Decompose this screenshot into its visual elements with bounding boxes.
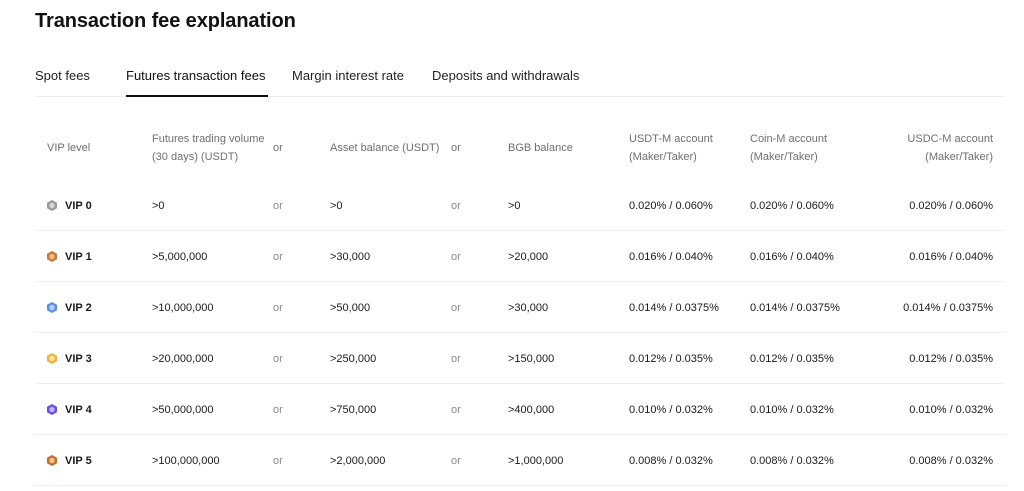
coin-m-fee-cell: 0.016% / 0.040%	[750, 250, 834, 263]
vip-level-cell: VIP 1	[47, 231, 92, 282]
coin-m-fee-cell: 0.012% / 0.035%	[750, 352, 834, 365]
vip-level-cell: VIP 0	[47, 180, 92, 231]
futures-volume-cell: >50,000,000	[152, 403, 214, 416]
or-cell: or	[273, 403, 283, 416]
futures-volume-cell: >5,000,000	[152, 250, 208, 263]
vip-level-cell: VIP 5	[47, 435, 92, 486]
asset-balance-cell: >50,000	[330, 301, 371, 314]
table-row: VIP 5 >100,000,000 or >2,000,000 or >1,0…	[35, 435, 1005, 486]
bgb-balance-cell: >30,000	[508, 301, 549, 314]
or-cell: or	[273, 352, 283, 365]
vip-1-badge-icon	[47, 251, 57, 262]
or-cell: or	[273, 301, 283, 314]
usdt-m-fee-cell: 0.014% / 0.0375%	[629, 301, 719, 314]
or-cell: or	[451, 403, 461, 416]
asset-balance-cell: >30,000	[330, 250, 371, 263]
bgb-balance-cell: >400,000	[508, 403, 555, 416]
usdt-m-fee-cell: 0.010% / 0.032%	[629, 403, 713, 416]
table-row: VIP 0 >0 or >0 or >0 0.020% / 0.060% 0.0…	[35, 180, 1005, 231]
asset-balance-cell: >0	[330, 199, 343, 212]
tab-futures-transaction-fees[interactable]: Futures transaction fees	[126, 68, 266, 83]
asset-balance-cell: >250,000	[330, 352, 377, 365]
or-cell: or	[273, 454, 283, 467]
usdc-m-fee-cell: 0.016% / 0.040%	[909, 250, 993, 263]
header-usdc-m-account: USDC-M account (Maker/Taker)	[907, 133, 993, 163]
table-row: VIP 4 >50,000,000 or >750,000 or >400,00…	[35, 384, 1005, 435]
futures-volume-cell: >10,000,000	[152, 301, 214, 314]
page-title: Transaction fee explanation	[35, 10, 296, 32]
usdc-m-fee-cell: 0.020% / 0.060%	[909, 199, 993, 212]
table-row: VIP 1 >5,000,000 or >30,000 or >20,000 0…	[35, 231, 1005, 282]
or-cell: or	[451, 199, 461, 212]
vip-level-cell: VIP 4	[47, 384, 92, 435]
header-or-2: or	[451, 142, 461, 154]
tab-margin-interest-rate[interactable]: Margin interest rate	[292, 68, 404, 83]
header-futures-volume: Futures trading volume (30 days) (USDT)	[152, 133, 265, 163]
usdc-m-fee-cell: 0.012% / 0.035%	[909, 352, 993, 365]
tab-spot-fees[interactable]: Spot fees	[35, 68, 90, 83]
bgb-balance-cell: >20,000	[508, 250, 549, 263]
asset-balance-cell: >750,000	[330, 403, 377, 416]
vip-2-badge-icon	[47, 302, 57, 313]
vip-4-badge-icon	[47, 404, 57, 415]
asset-balance-cell: >2,000,000	[330, 454, 386, 467]
vip-3-badge-icon	[47, 353, 57, 364]
usdc-m-fee-cell: 0.010% / 0.032%	[909, 403, 993, 416]
or-cell: or	[273, 250, 283, 263]
usdt-m-fee-cell: 0.008% / 0.032%	[629, 454, 713, 467]
usdt-m-fee-cell: 0.012% / 0.035%	[629, 352, 713, 365]
coin-m-fee-cell: 0.020% / 0.060%	[750, 199, 834, 212]
vip-0-badge-icon	[47, 200, 57, 211]
usdc-m-fee-cell: 0.014% / 0.0375%	[903, 301, 993, 314]
coin-m-fee-cell: 0.014% / 0.0375%	[750, 301, 840, 314]
or-cell: or	[451, 352, 461, 365]
usdc-m-fee-cell: 0.008% / 0.032%	[909, 454, 993, 467]
or-cell: or	[273, 199, 283, 212]
fee-tabs: Spot fees Futures transaction fees Margi…	[35, 68, 1005, 97]
vip-5-badge-icon	[47, 455, 57, 466]
header-or-1: or	[273, 142, 283, 154]
header-vip-level: VIP level	[47, 142, 91, 154]
header-asset-balance: Asset balance (USDT)	[330, 142, 440, 154]
header-usdt-m-account: USDT-M account (Maker/Taker)	[629, 133, 713, 163]
futures-volume-cell: >0	[152, 199, 165, 212]
or-cell: or	[451, 454, 461, 467]
table-row: VIP 3 >20,000,000 or >250,000 or >150,00…	[35, 333, 1005, 384]
tab-deposits-and-withdrawals[interactable]: Deposits and withdrawals	[432, 68, 580, 83]
bgb-balance-cell: >1,000,000	[508, 454, 564, 467]
or-cell: or	[451, 301, 461, 314]
usdt-m-fee-cell: 0.020% / 0.060%	[629, 199, 713, 212]
vip-level-cell: VIP 2	[47, 282, 92, 333]
coin-m-fee-cell: 0.008% / 0.032%	[750, 454, 834, 467]
futures-volume-cell: >20,000,000	[152, 352, 214, 365]
bgb-balance-cell: >0	[508, 199, 521, 212]
or-cell: or	[451, 250, 461, 263]
header-bgb-balance: BGB balance	[508, 142, 573, 154]
coin-m-fee-cell: 0.010% / 0.032%	[750, 403, 834, 416]
table-row: VIP 2 >10,000,000 or >50,000 or >30,000 …	[35, 282, 1005, 333]
bgb-balance-cell: >150,000	[508, 352, 555, 365]
futures-volume-cell: >100,000,000	[152, 454, 220, 467]
header-coin-m-account: Coin-M account (Maker/Taker)	[750, 133, 828, 163]
usdt-m-fee-cell: 0.016% / 0.040%	[629, 250, 713, 263]
vip-level-cell: VIP 3	[47, 333, 92, 384]
active-tab-indicator	[126, 95, 268, 97]
